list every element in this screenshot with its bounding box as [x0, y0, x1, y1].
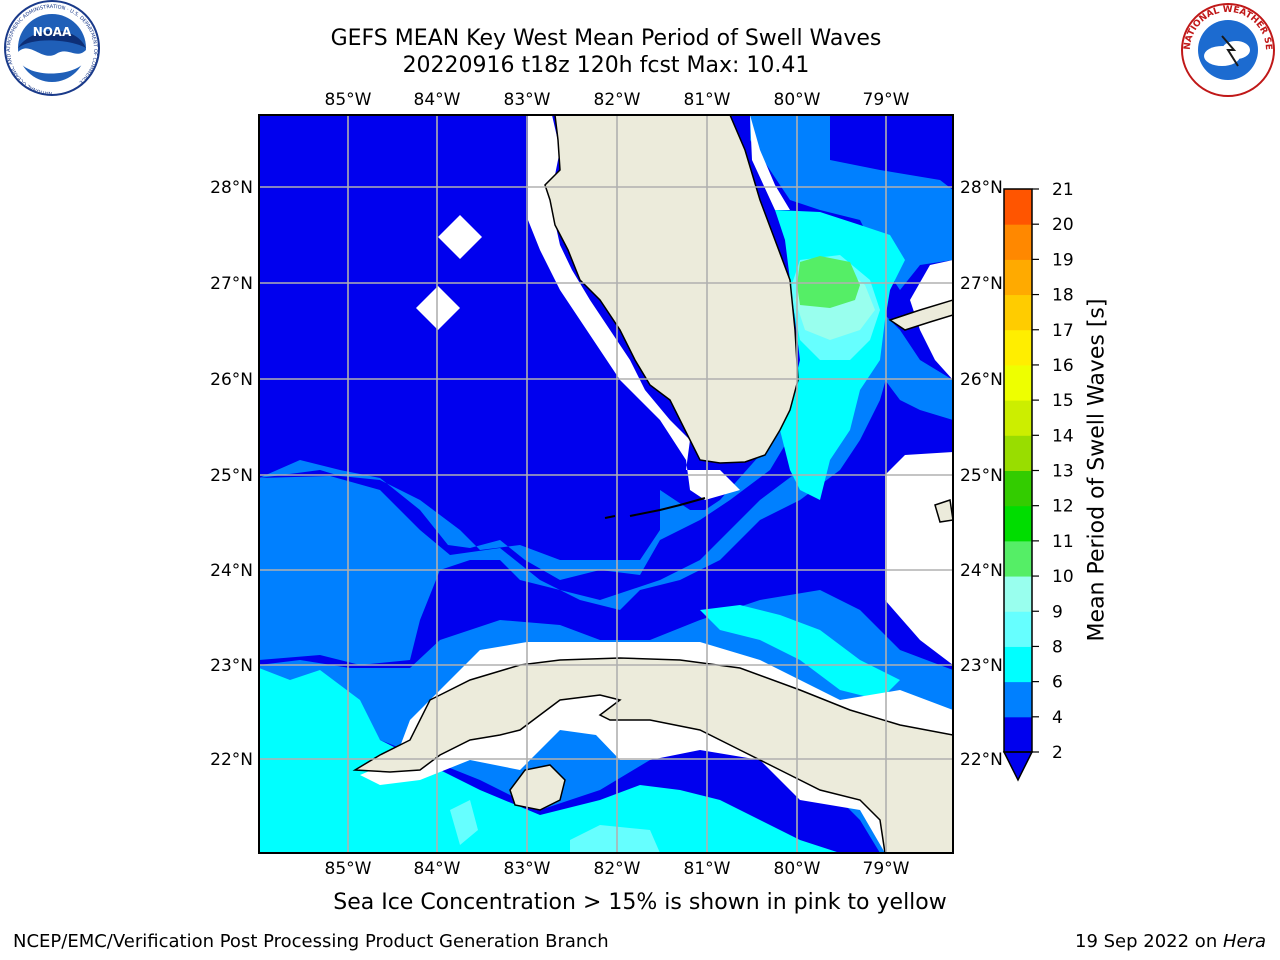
colorbar-segment	[1004, 435, 1032, 471]
swell-band-6-8	[700, 605, 900, 700]
swell-band-4-6	[750, 115, 953, 290]
nws-logo: NATIONAL WEATHER SERVICE	[1178, 0, 1275, 97]
colorbar: 2 4 6 8 9 10 11 12 13 14 15 16 17 18 19 20 21	[1002, 180, 1074, 782]
bahamas-land	[888, 299, 953, 331]
colorbar-tick-label: 2	[1052, 743, 1063, 763]
colorbar-tick-label: 12	[1052, 497, 1074, 517]
map-tick-labels: 85°W 85°W 84°W 84°W 83°W 83°W 82°W 82°W 81°W 81°W…	[210, 90, 1003, 879]
lat-label-right: 22°N	[960, 750, 1003, 770]
lat-label-right: 28°N	[960, 178, 1003, 198]
colorbar-segment	[1004, 189, 1032, 225]
no-data-area	[750, 115, 790, 210]
lat-label-right: 27°N	[960, 274, 1003, 294]
colorbar-tick-label: 11	[1052, 532, 1074, 552]
map-frame	[258, 114, 954, 854]
lat-label-left: 26°N	[210, 370, 253, 390]
colorbar-segment	[1004, 716, 1032, 753]
colorbar-tick-label: 10	[1052, 567, 1074, 587]
swell-band-4-6	[259, 400, 800, 580]
forecast-subtitle: 20220916 t18z 120h fcst Max: 10.41	[402, 53, 810, 78]
map-title: GEFS MEAN Key West Mean Period of Swell …	[330, 26, 882, 51]
footer-date: 19 Sep 2022 on Hera	[1075, 931, 1266, 952]
swell-band-10-11	[797, 256, 860, 308]
swell-band-6-8	[259, 668, 840, 853]
colorbar-tick-label: 20	[1052, 215, 1074, 235]
colorbar-tick-label: 16	[1052, 356, 1074, 376]
colorbar-tick-label: 17	[1052, 321, 1074, 341]
lon-label-top: 81°W	[684, 90, 731, 110]
lat-label-left: 22°N	[210, 750, 253, 770]
lon-label-bottom: 85°W	[325, 859, 372, 879]
colorbar-segment	[1004, 540, 1032, 577]
colorbar-label: Mean Period of Swell Waves [s]	[1084, 298, 1110, 642]
colorbar-segment	[1004, 364, 1032, 401]
colorbar-tick-label: 19	[1052, 250, 1074, 270]
lat-label-left: 27°N	[210, 274, 253, 294]
colorbar-segment	[1004, 611, 1032, 647]
colorbar-segment	[1004, 329, 1032, 366]
footer-credit: NCEP/EMC/Verification Post Processing Pr…	[13, 931, 609, 952]
colorbar-segment	[1004, 400, 1032, 436]
colorbar-segment	[1004, 470, 1032, 507]
lon-label-top: 82°W	[594, 90, 641, 110]
lon-label-bottom: 80°W	[774, 859, 821, 879]
no-data-area	[416, 286, 460, 330]
lon-label-top: 79°W	[863, 90, 910, 110]
lat-label-left: 24°N	[210, 561, 253, 581]
swell-band-4-6	[259, 300, 900, 665]
lon-label-top: 85°W	[325, 90, 372, 110]
colorbar-tick-label: 9	[1052, 602, 1063, 622]
colorbar-segment	[1004, 576, 1032, 612]
lon-label-bottom: 79°W	[863, 859, 910, 879]
bahamas-land	[934, 499, 953, 523]
cuba-land	[352, 657, 953, 853]
colorbar-tick-label: 14	[1052, 426, 1074, 446]
lon-label-bottom: 83°W	[504, 859, 551, 879]
colorbar-tick-label: 13	[1052, 462, 1074, 482]
colorbar-segment	[1004, 224, 1032, 260]
lat-label-right: 24°N	[960, 561, 1003, 581]
colorbar-extend-min	[1002, 751, 1034, 782]
lon-label-bottom: 82°W	[594, 859, 641, 879]
swell-band-8-9	[570, 825, 660, 853]
lon-label-bottom: 84°W	[414, 859, 461, 879]
no-data-area	[528, 115, 740, 500]
lon-label-top: 80°W	[774, 90, 821, 110]
lat-label-left: 28°N	[210, 178, 253, 198]
noaa-logo-text: NOAA	[33, 25, 72, 39]
swell-band-4-6	[880, 320, 953, 420]
colorbar-segment	[1004, 505, 1032, 542]
florida-keys	[604, 497, 706, 519]
footer-system: Hera	[1222, 931, 1266, 952]
lat-label-left: 23°N	[210, 656, 253, 676]
map-gridlines	[259, 115, 953, 853]
lat-label-right: 23°N	[960, 656, 1003, 676]
colorbar-segment	[1004, 294, 1032, 331]
florida-land	[544, 115, 799, 464]
colorbar-tick-label: 4	[1052, 708, 1063, 728]
swell-period-field	[259, 115, 953, 853]
colorbar-tick-label: 18	[1052, 286, 1074, 306]
isle-of-youth	[509, 764, 566, 811]
colorbar-segment	[1004, 681, 1032, 718]
colorbar-segment	[1004, 646, 1032, 683]
no-data-area	[438, 215, 482, 259]
colorbar-segment	[1004, 259, 1032, 296]
swell-band-8-9	[450, 800, 478, 845]
colorbar-tick-label: 8	[1052, 637, 1063, 657]
noaa-logo: NOAA NATIONAL OCEANIC AND ATMOSPHERIC AD…	[4, 0, 100, 96]
lat-label-left: 25°N	[210, 466, 253, 486]
lon-label-top: 83°W	[504, 90, 551, 110]
colorbar-tick-label: 21	[1052, 180, 1074, 200]
colorbar-tick-label: 15	[1052, 391, 1074, 411]
lon-label-top: 84°W	[414, 90, 461, 110]
sea-ice-note: Sea Ice Concentration > 15% is shown in …	[333, 890, 947, 915]
lat-label-right: 26°N	[960, 370, 1003, 390]
lon-label-bottom: 81°W	[684, 859, 731, 879]
lat-label-right: 25°N	[960, 466, 1003, 486]
footer-date-text: 19 Sep 2022 on	[1075, 931, 1223, 952]
colorbar-tick-label: 6	[1052, 673, 1063, 693]
